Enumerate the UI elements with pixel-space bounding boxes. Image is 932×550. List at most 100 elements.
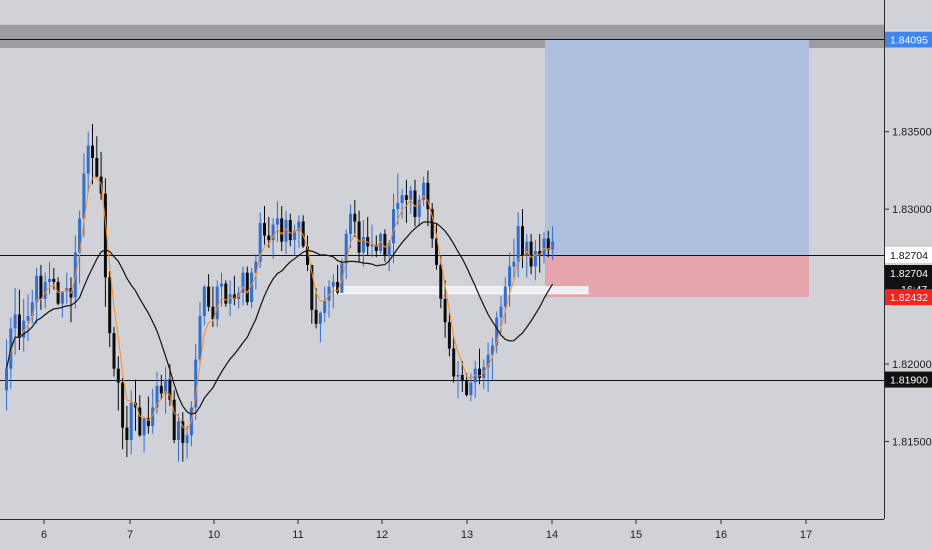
candle — [542, 232, 546, 264]
candle-body — [542, 238, 546, 256]
candle-body — [108, 277, 112, 334]
candle-body — [495, 317, 499, 346]
candle-body — [374, 244, 378, 251]
time-tick-label: 15 — [630, 529, 642, 541]
candle — [383, 229, 387, 262]
candle-body — [224, 283, 228, 304]
candle-body — [478, 368, 481, 379]
candle-body — [52, 278, 56, 282]
candle — [254, 254, 258, 290]
candle — [202, 285, 206, 326]
candle — [370, 224, 374, 258]
candle — [349, 204, 352, 248]
long-position-target-zone[interactable] — [545, 39, 809, 256]
candle — [297, 215, 301, 248]
candle-body — [460, 374, 464, 382]
svg-text:1.81900: 1.81900 — [890, 375, 928, 387]
candle — [108, 271, 112, 348]
candle-body — [103, 193, 107, 278]
candle-body — [327, 286, 331, 301]
price-tick-label: 1.83000 — [892, 204, 932, 216]
candle — [366, 216, 370, 256]
target-price-label: 1.84095 — [885, 31, 932, 48]
candle-body — [331, 281, 335, 287]
candle — [490, 337, 494, 380]
candle — [318, 311, 322, 343]
candle-body — [181, 421, 185, 444]
candle — [112, 326, 116, 377]
candle-body — [344, 233, 348, 264]
time-axis[interactable]: 6 7 10 11 12 13 14 15 16 17 — [41, 519, 812, 541]
candle — [95, 136, 99, 179]
candle-body — [177, 421, 180, 440]
candle-body — [267, 235, 271, 241]
candle-body — [39, 275, 43, 300]
candle-body — [258, 223, 262, 262]
candle-body — [473, 368, 477, 383]
candle — [426, 170, 430, 227]
candle-body — [207, 286, 211, 307]
candle — [271, 218, 275, 259]
candle-body — [413, 190, 417, 217]
candle — [207, 274, 211, 312]
candle-body — [26, 316, 30, 321]
candle-body — [116, 368, 120, 383]
candle-body — [215, 286, 219, 320]
candle-body — [65, 288, 69, 292]
candle — [198, 302, 202, 366]
candle — [172, 390, 176, 444]
candle-body — [280, 218, 284, 242]
candle-body — [271, 224, 275, 241]
horizontal-levels — [0, 39, 884, 381]
candle — [310, 264, 314, 324]
candle — [473, 360, 477, 399]
candle — [245, 266, 249, 306]
candle-body — [349, 213, 352, 234]
slow-moving-average-line — [5, 221, 554, 415]
candle — [22, 299, 26, 352]
candle-body — [228, 294, 232, 304]
candle-body — [112, 333, 116, 369]
candle — [396, 173, 400, 225]
price-tick-label: 1.81500 — [892, 437, 932, 449]
long-position-stop-zone[interactable] — [545, 255, 809, 298]
candle — [258, 212, 262, 269]
candle — [146, 396, 150, 434]
time-tick-label: 16 — [715, 529, 727, 541]
time-tick-label: 10 — [208, 529, 220, 541]
svg-text:1.82704: 1.82704 — [890, 250, 928, 262]
candle — [301, 215, 305, 248]
candle — [52, 268, 56, 290]
candle-body — [469, 382, 473, 396]
candle — [181, 412, 185, 462]
candle — [512, 238, 516, 279]
candle — [288, 213, 292, 247]
candle-body — [232, 294, 236, 300]
entry-level-price-label: 1.82704 — [885, 247, 932, 264]
candle — [215, 280, 219, 327]
candle-body — [288, 219, 292, 241]
candle — [194, 343, 198, 420]
candle-body — [82, 173, 86, 219]
candle-body — [366, 237, 370, 247]
candle — [529, 233, 533, 275]
candle — [422, 176, 426, 207]
candle — [538, 233, 542, 273]
candle — [220, 272, 223, 307]
candle-body — [387, 243, 391, 256]
price-axis[interactable]: 1.83500 1.83000 1.82000 1.81500 — [884, 127, 932, 449]
candle-body — [220, 283, 223, 287]
candle — [314, 288, 318, 329]
time-tick-label: 7 — [127, 529, 133, 541]
candle — [521, 209, 524, 269]
candle — [443, 280, 447, 338]
candle — [357, 210, 361, 262]
candle-body — [194, 359, 198, 408]
candle-body — [185, 435, 189, 444]
candle — [125, 405, 129, 458]
candle-body — [383, 233, 387, 256]
candle-body — [465, 381, 469, 396]
candle-body — [168, 379, 172, 400]
